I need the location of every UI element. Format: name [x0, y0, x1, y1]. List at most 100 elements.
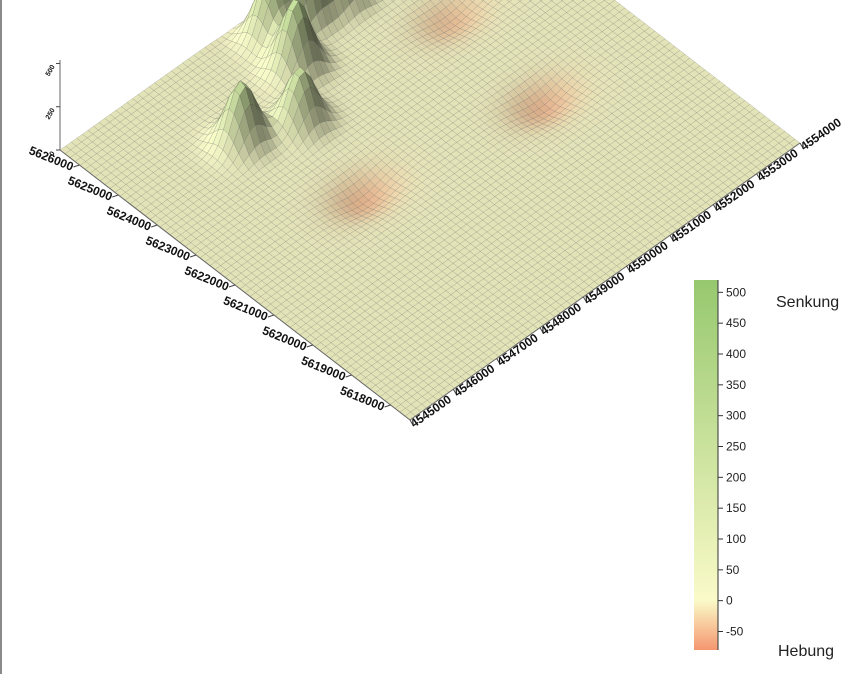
surface-cell	[212, 74, 225, 83]
surface-cell	[233, 73, 246, 83]
surface-cell	[251, 40, 263, 58]
surface-cell	[671, 81, 684, 90]
surface-cell	[582, 0, 585, 1]
surface-cell	[622, 27, 635, 36]
y-tick-mark	[267, 314, 275, 318]
surface-cell	[677, 69, 690, 78]
surface-cell	[651, 66, 664, 75]
surface-cell	[598, 66, 611, 76]
surface-cell	[560, 0, 564, 2]
surface-cell	[153, 86, 166, 95]
surface-cell	[203, 50, 216, 60]
surface-cell	[687, 77, 700, 86]
surface-cell	[657, 54, 670, 63]
surface-cell	[276, 0, 285, 10]
y-tick-mark	[345, 374, 352, 378]
surface-cell	[537, 35, 550, 45]
surface-cell	[249, 75, 261, 85]
surface-cell	[571, 4, 584, 13]
surface-cell	[240, 48, 252, 61]
surface-cell	[198, 54, 210, 64]
y-tick-mark	[306, 344, 313, 348]
surface-cell	[606, 31, 619, 40]
surface-cell	[518, 4, 531, 14]
surface-cell	[596, 23, 609, 32]
colorbar: 500450400350300250200150100500-50Senkung…	[694, 280, 839, 660]
surface-cell	[561, 0, 574, 5]
surface-cell	[532, 31, 545, 41]
surface-cell	[583, 55, 596, 64]
surface-cell	[320, 0, 329, 9]
surface-cell	[235, 56, 247, 67]
surface-cell	[662, 58, 675, 67]
surface-cell	[271, 18, 283, 44]
surface-cell	[528, 0, 533, 2]
y-tick-mark	[384, 404, 391, 408]
surface-cell	[429, 0, 432, 1]
surface-cell	[672, 65, 685, 75]
surface-cell	[592, 79, 605, 88]
surface-cell	[647, 46, 660, 55]
surface-cell	[222, 81, 235, 91]
surface-cell	[340, 0, 350, 12]
surface-cell	[253, 0, 256, 3]
surface-cell	[552, 47, 565, 57]
surface-cell	[518, 81, 530, 92]
surface-cell	[656, 69, 669, 79]
surface-cell	[223, 66, 236, 75]
surface-cell	[193, 50, 205, 60]
surface-cell	[438, 0, 444, 3]
surface-cell	[228, 69, 241, 79]
surface-cell	[250, 56, 262, 68]
colorbar-tick-label: 150	[726, 501, 746, 515]
colorbar-tick-label: 50	[726, 563, 740, 577]
y-tick-mark	[73, 164, 80, 168]
surface-cell	[631, 50, 644, 59]
surface-cell	[563, 39, 576, 48]
surface-cell	[582, 71, 595, 81]
surface-cell	[607, 15, 620, 24]
surface-cell	[572, 63, 585, 73]
surface-cell	[236, 18, 248, 35]
surface-cell	[381, 0, 384, 1]
surface-cell	[641, 58, 654, 67]
surface-cell	[571, 0, 575, 1]
surface-cell	[618, 81, 631, 91]
surface-cell	[266, 35, 278, 58]
surface-cell	[608, 74, 621, 83]
surface-cell	[481, 0, 485, 1]
surface-cell	[611, 35, 624, 44]
surface-cell	[616, 39, 629, 48]
surface-cell	[586, 15, 599, 25]
surface-cell	[148, 82, 161, 91]
surface-cell	[187, 54, 200, 64]
z-tick-label: 250	[45, 107, 57, 121]
surface-cell	[592, 4, 605, 13]
colorbar-tick-label: -50	[726, 625, 744, 639]
z-tick-label: 500	[45, 64, 57, 78]
surface-cell	[208, 54, 221, 63]
surface-cell	[617, 23, 630, 32]
surface-cell	[305, 0, 308, 4]
surface-cell	[261, 43, 273, 59]
surface-cell	[514, 59, 527, 69]
surface-cell	[535, 78, 547, 90]
surface-cell	[513, 1, 526, 10]
surface-cell	[523, 87, 535, 98]
surface-cell	[667, 61, 680, 71]
surface-cell	[506, 0, 513, 3]
surface-cell	[527, 28, 540, 37]
surface-cell	[313, 0, 323, 15]
surface-cell	[602, 11, 615, 21]
surface-cell	[400, 0, 408, 3]
surface-cell	[217, 77, 230, 87]
surface-cell	[576, 8, 589, 17]
colorbar-tick-label: 350	[726, 378, 746, 392]
surface-cell	[513, 76, 526, 86]
surface-cell	[682, 73, 695, 82]
surface-cell	[512, 16, 525, 25]
surface-cell	[542, 39, 555, 49]
surface-cell	[192, 58, 205, 67]
surface-cell	[348, 0, 355, 6]
